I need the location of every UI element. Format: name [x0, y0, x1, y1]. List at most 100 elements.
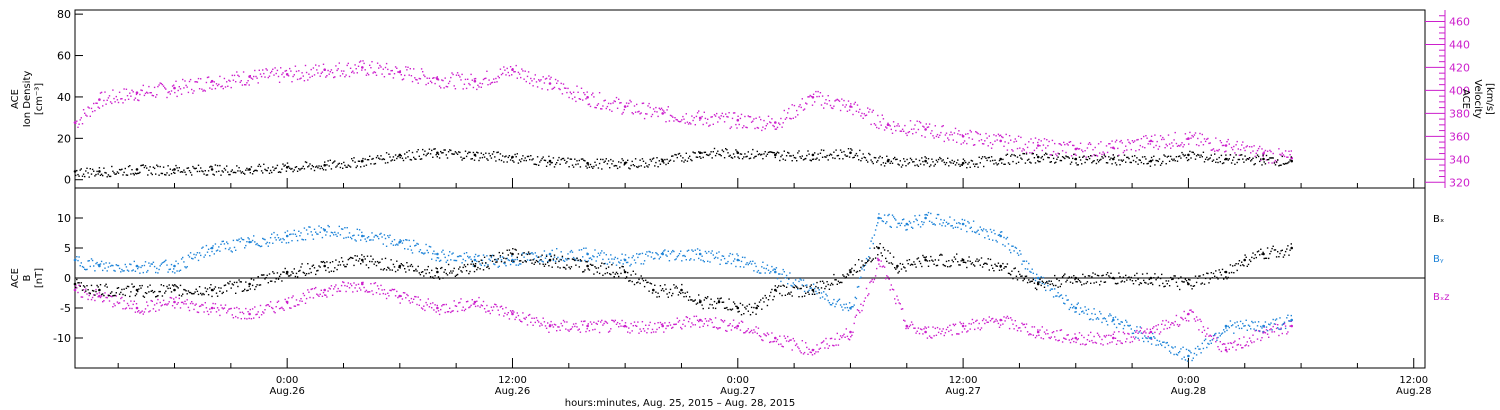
velocity-series	[1257, 147, 1260, 150]
velocity-series	[410, 75, 413, 77]
bz-series	[187, 306, 190, 309]
bz-series	[221, 307, 223, 309]
by-series	[346, 227, 348, 229]
density-series	[817, 153, 819, 155]
by-series	[544, 257, 547, 259]
bz-series	[371, 290, 373, 292]
density-series	[383, 158, 386, 161]
density-series	[224, 169, 227, 171]
by-series	[1242, 322, 1244, 325]
bz-series	[1246, 341, 1248, 343]
by-series	[1076, 303, 1078, 306]
by-series	[1064, 303, 1066, 305]
bz-series	[761, 339, 763, 341]
by-series	[819, 297, 822, 299]
velocity-series-point	[1262, 152, 1265, 155]
density-series	[177, 169, 179, 172]
velocity-series	[823, 107, 825, 109]
by-series	[79, 265, 81, 267]
density-series	[160, 172, 162, 175]
velocity-series	[755, 117, 757, 119]
velocity-series	[1070, 155, 1073, 157]
by-series	[299, 235, 301, 237]
by-series	[910, 226, 913, 228]
by-series	[781, 273, 783, 275]
bz-series	[1040, 337, 1042, 339]
by-series	[542, 261, 544, 263]
by-series	[483, 264, 486, 267]
by-series	[1235, 326, 1237, 328]
velocity-series	[521, 68, 523, 70]
bx-series	[188, 291, 191, 294]
by-series	[1092, 319, 1094, 321]
velocity-series	[548, 75, 550, 77]
bz-series	[587, 323, 589, 325]
bx-series	[156, 295, 158, 298]
velocity-series	[810, 95, 812, 98]
velocity-series	[391, 69, 393, 72]
density-series	[104, 171, 106, 174]
density-series	[656, 157, 658, 159]
density-series	[1170, 155, 1172, 158]
bx-series	[330, 270, 333, 272]
density-series	[426, 153, 428, 155]
bz-series	[1055, 339, 1057, 341]
velocity-series	[897, 123, 899, 125]
density-series	[490, 157, 493, 159]
bz-series	[925, 327, 927, 329]
by-series	[262, 237, 264, 240]
by-series	[532, 253, 534, 255]
bx-series	[180, 295, 183, 297]
velocity-series	[1236, 140, 1238, 143]
by-series	[1097, 318, 1100, 320]
density-series	[975, 163, 977, 165]
bz-series	[1143, 331, 1145, 333]
density-series	[301, 167, 303, 169]
velocity-series	[97, 106, 99, 108]
bx-series	[239, 281, 241, 283]
by-series	[772, 269, 774, 271]
bz-series	[588, 330, 591, 332]
by-series	[248, 238, 250, 240]
by-series	[1138, 331, 1140, 333]
by-series	[1074, 311, 1076, 313]
bz-series	[939, 328, 941, 330]
bx-series	[242, 290, 245, 292]
bx-series	[236, 281, 238, 284]
bz-series	[708, 320, 710, 322]
bz-series	[472, 303, 475, 305]
velocity-series	[965, 133, 967, 135]
by-series	[301, 238, 303, 241]
bx-series	[226, 290, 228, 292]
bz-series	[792, 337, 794, 340]
bx-series	[372, 258, 374, 260]
bz-series	[999, 324, 1002, 326]
density-series	[595, 164, 597, 166]
density-series	[1279, 164, 1281, 166]
by-series	[423, 253, 425, 255]
bx-series	[413, 270, 415, 272]
bz-series	[1233, 341, 1235, 344]
density-series	[380, 155, 382, 157]
density-series	[835, 149, 837, 151]
velocity-series-point	[173, 86, 176, 90]
velocity-series	[720, 115, 722, 117]
by-series	[1188, 349, 1190, 352]
density-series	[616, 167, 619, 170]
bz-series	[1268, 336, 1270, 338]
velocity-series	[914, 124, 916, 126]
by-series	[1127, 324, 1129, 327]
density-series	[393, 159, 396, 161]
density-series	[1132, 159, 1135, 162]
velocity-series	[76, 120, 78, 122]
by-series	[861, 268, 863, 270]
density-series	[91, 168, 94, 171]
by-series	[925, 213, 927, 216]
velocity-series	[125, 88, 128, 90]
density-series-point	[210, 168, 214, 171]
density-series	[479, 157, 481, 159]
by-series	[1162, 341, 1164, 343]
by-series	[320, 227, 322, 229]
velocity-series	[446, 86, 449, 88]
bz-series	[1029, 333, 1031, 335]
